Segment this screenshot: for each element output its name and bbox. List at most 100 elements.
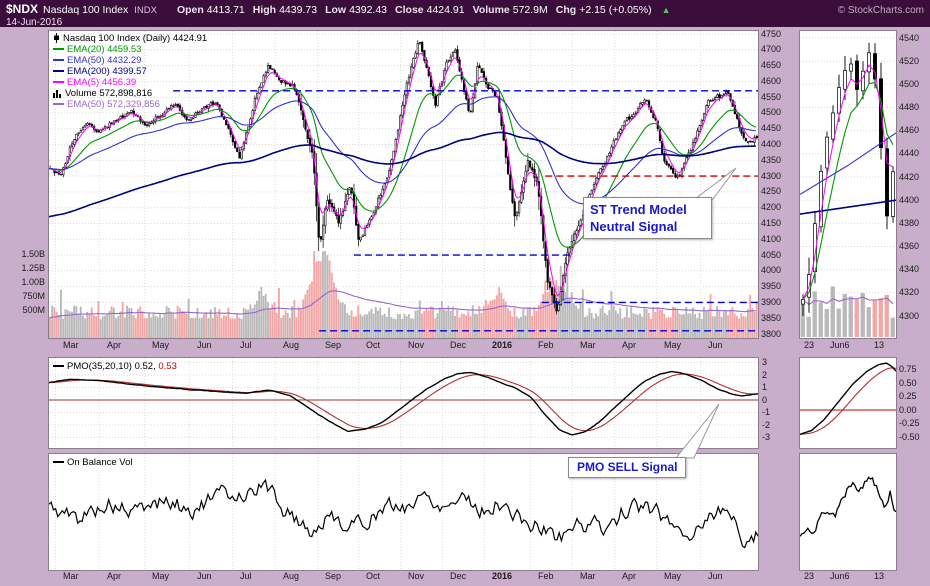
obv-mini-chart [800,476,896,537]
price-mini-axis-label: 4300 [899,311,920,321]
price-axis-label: 4550 [761,92,782,102]
obv-label: On Balance Vol [67,457,133,468]
date-axis-label: 2016 [492,571,513,581]
pmo-mini-axis-label: 0.25 [899,391,917,401]
ema200-label: EMA(200) [67,66,110,77]
candlestick-icon [53,33,60,44]
price-axis-label: 3950 [761,281,782,291]
price-mini-axis-label: 4380 [899,218,920,228]
ema200-line-swatch [53,70,64,73]
date-axis-label: Dec [450,571,467,581]
legend-volume-value: 572,898,816 [99,88,153,99]
volume-axis-label: 500M [22,305,45,315]
price-mini-axis-label: 4540 [899,33,920,43]
date-axis-label: Sep [325,340,342,350]
date-axis-label: Apr [622,340,637,350]
price-axis-label: 3900 [761,297,782,307]
copyright-link[interactable]: © StockCharts.com [837,5,924,16]
date-axis-label: Mar [580,571,596,581]
date-axis-label: Jul [240,571,252,581]
pmo-axis-label: 1 [762,382,768,392]
price-axis-label: 4050 [761,250,782,260]
open-label: Open [176,4,204,16]
price-mini-axis-label: 4420 [899,172,920,182]
date-axis-label: Jun [197,340,212,350]
volume-axis-label: 1.25B [21,263,45,273]
pmo-axis-label: -1 [762,407,771,417]
price-axis-label: 4100 [761,234,782,244]
chart-date: 14-Jun-2016 [6,17,63,28]
date-axis-label: May [664,340,682,350]
price-mini-axis-label: 4320 [899,287,920,297]
date-axis-label: Apr [622,571,637,581]
low-value: 4392.43 [349,4,388,16]
pmo-chart-panel [48,357,759,449]
pmo-mini-chart-panel [799,357,897,449]
pmo-line-swatch [53,365,64,368]
price-axis-label: 4500 [761,107,782,117]
date-axis-label: 23 [804,571,815,581]
price-axis-label: 4250 [761,186,782,196]
date-axis-label: 2016 [492,340,513,350]
price-axis-label: 3800 [761,329,782,339]
ema20-line-swatch [53,48,64,51]
pmo-legend: PMO(35,20,10) 0.52, 0.53 [53,361,177,372]
date-axis-label: Mar [63,340,79,350]
price-axis-label: 4750 [761,29,782,39]
pmo-axis-label: 2 [762,370,768,380]
date-axis-label: May [664,571,682,581]
pmo-mini-axis-label: 0.00 [899,405,917,415]
price-axis-label: 4450 [761,123,782,133]
date-axis-label: Jun [197,571,212,581]
price-chart-panel [48,30,759,339]
volume-axis-label: 1.50B [21,249,45,259]
st-trend-annotation-line2: Neutral Signal [590,219,678,234]
date-axis-label: Jun6 [830,340,850,350]
chg-label: Chg [555,4,577,16]
date-axis-label: Jul [240,340,252,350]
price-mini-chart-panel [799,30,897,339]
chg-value: +2.15 (+0.05%) [579,4,652,16]
price-mini-axis-label: 4440 [899,148,920,158]
date-axis-label: Oct [366,571,381,581]
date-axis-label: Nov [408,340,425,350]
legend-title-value: 4424.91 [172,33,208,44]
pmo-mini-axis-label: -0.50 [899,432,920,442]
volume-label: Volume [472,4,510,16]
price-mini-axis-label: 4460 [899,125,920,135]
legend-title: Nasdaq 100 Index (Daily) [63,33,171,44]
price-axis-label: 4400 [761,139,782,149]
index-name: Nasdaq 100 Index [43,4,129,16]
quote-values: Open 4413.71 High 4439.73 Low 4392.43 Close… [177,4,660,16]
price-mini-axis-label: 4480 [899,102,920,112]
date-axis-label: Jun [708,571,723,581]
ema200-value: 4399.57 [112,66,147,77]
high-value: 4439.73 [279,4,318,16]
date-axis-label: Jun6 [830,571,850,581]
pmo-axis-label: 0 [762,395,768,405]
pmo-signal-value: 0.53 [158,361,177,372]
date-axis-label: 13 [874,340,885,350]
price-mini-axis-label: 4400 [899,195,920,205]
up-arrow-icon: ▲ [661,5,671,15]
pmo-chart [49,358,758,448]
low-label: Low [325,4,347,16]
date-axis-label: 23 [804,340,815,350]
date-axis-label: Aug [283,340,300,350]
date-axis-label: Feb [538,571,554,581]
volume-axis-label: 1.00B [21,277,45,287]
price-axis-label: 4150 [761,218,782,228]
price-legend: Nasdaq 100 Index (Daily) 4424.91 EMA(20)… [53,33,207,110]
price-axis-label: 4700 [761,44,782,54]
quote-header: $NDX Nasdaq 100 Index INDX Open 4413.71 H… [0,0,930,28]
st-trend-annotation-line1: ST Trend Model [590,202,687,217]
date-axis-label: Apr [107,571,122,581]
st-trend-annotation: ST Trend Model Neutral Signal [583,197,712,239]
date-axis-label: Oct [366,340,381,350]
pmo-mini-axis-label: 0.75 [899,364,917,374]
price-axis-label: 3850 [761,313,782,323]
volume-bars-icon [53,89,62,98]
obv-mini-chart-panel [799,453,897,571]
pmo-sell-annotation-text: PMO SELL Signal [577,460,678,474]
price-axis-label: 4650 [761,60,782,70]
